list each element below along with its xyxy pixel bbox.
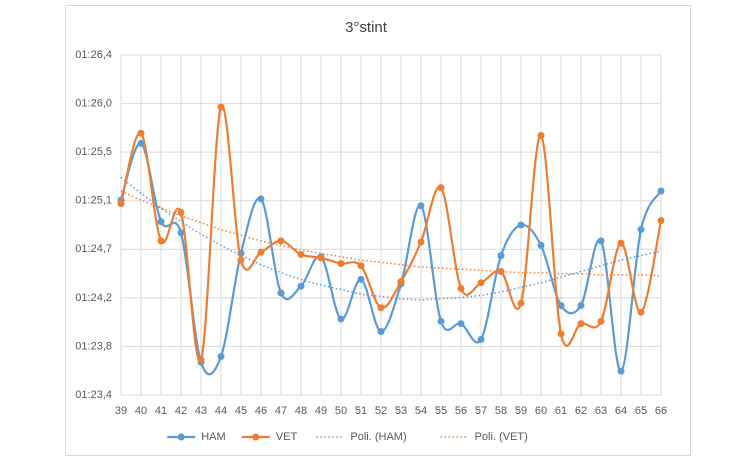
point <box>357 275 365 283</box>
point <box>637 226 645 234</box>
point <box>557 301 565 309</box>
x-tick-label: 57 <box>475 405 487 417</box>
point <box>137 139 145 147</box>
point <box>577 301 585 309</box>
x-tick-label: 42 <box>175 405 187 417</box>
x-tick-label: 46 <box>255 405 267 417</box>
x-tick-label: 39 <box>115 405 127 417</box>
y-tick-label: 01:24,2 <box>75 292 112 304</box>
point <box>617 239 625 247</box>
chart-title: 3°stint <box>345 19 388 36</box>
x-tick-label: 66 <box>655 405 667 417</box>
legend-label: VET <box>276 431 298 443</box>
point <box>577 320 585 328</box>
y-tick-label: 01:23,4 <box>75 389 112 401</box>
point <box>377 304 385 312</box>
point <box>477 335 485 343</box>
x-tick-label: 56 <box>455 405 467 417</box>
point <box>357 262 365 270</box>
point <box>317 254 325 262</box>
y-tick-label: 01:25,1 <box>75 195 112 207</box>
point <box>657 216 665 224</box>
x-tick-label: 60 <box>535 405 547 417</box>
x-tick-label: 41 <box>155 405 167 417</box>
point <box>137 129 145 137</box>
point <box>517 299 525 307</box>
x-tick-label: 63 <box>595 405 607 417</box>
legend-marker <box>177 433 185 441</box>
point <box>117 199 125 207</box>
trend-line <box>120 176 662 301</box>
x-tick-label: 49 <box>315 405 327 417</box>
point <box>217 103 225 111</box>
point <box>237 256 245 264</box>
point <box>637 308 645 316</box>
point <box>517 221 525 229</box>
point <box>197 356 205 364</box>
legend-label: HAM <box>201 431 225 443</box>
x-tick-label: 55 <box>435 405 447 417</box>
legend-marker <box>252 433 260 441</box>
point <box>537 241 545 249</box>
point <box>497 267 505 275</box>
x-tick-label: 54 <box>415 405 427 417</box>
x-tick-label: 44 <box>215 405 227 417</box>
x-tick-label: 48 <box>295 405 307 417</box>
point <box>557 330 565 338</box>
point <box>657 187 665 195</box>
point <box>297 250 305 258</box>
y-tick-label: 01:25,5 <box>75 146 112 158</box>
point <box>597 237 605 245</box>
y-tick-label: 01:24,7 <box>75 243 112 255</box>
x-tick-label: 59 <box>515 405 527 417</box>
point <box>157 218 165 226</box>
x-tick-label: 52 <box>375 405 387 417</box>
point <box>257 195 265 203</box>
x-tick-label: 61 <box>555 405 567 417</box>
point <box>617 367 625 375</box>
legend-label: Poli. (VET) <box>475 431 528 443</box>
x-tick-label: 53 <box>395 405 407 417</box>
point <box>177 229 185 237</box>
trend-line <box>120 190 662 277</box>
point <box>457 320 465 328</box>
x-tick-label: 64 <box>615 405 627 417</box>
point <box>337 315 345 323</box>
point <box>157 237 165 245</box>
x-tick-label: 43 <box>195 405 207 417</box>
point <box>437 184 445 192</box>
legend-label: Poli. (HAM) <box>350 431 406 443</box>
x-tick-label: 58 <box>495 405 507 417</box>
point <box>417 202 425 210</box>
point <box>177 209 185 217</box>
point <box>417 238 425 246</box>
point <box>257 248 265 256</box>
point <box>277 289 285 297</box>
x-tick-label: 45 <box>235 405 247 417</box>
x-tick-label: 62 <box>575 405 587 417</box>
point <box>457 284 465 292</box>
point <box>537 131 545 139</box>
y-tick-label: 01:23,8 <box>75 340 112 352</box>
y-tick-label: 01:26,0 <box>75 97 112 109</box>
point <box>277 237 285 245</box>
point <box>597 317 605 325</box>
point <box>397 278 405 286</box>
point <box>497 252 505 260</box>
x-tick-label: 51 <box>355 405 367 417</box>
y-tick-label: 01:26,4 <box>75 49 112 61</box>
point <box>217 352 225 360</box>
point <box>337 260 345 268</box>
point <box>437 317 445 325</box>
x-tick-label: 47 <box>275 405 287 417</box>
point <box>377 328 385 336</box>
x-tick-label: 65 <box>635 405 647 417</box>
point <box>477 279 485 287</box>
point <box>297 282 305 290</box>
x-tick-label: 50 <box>335 405 347 417</box>
x-tick-label: 40 <box>135 405 147 417</box>
